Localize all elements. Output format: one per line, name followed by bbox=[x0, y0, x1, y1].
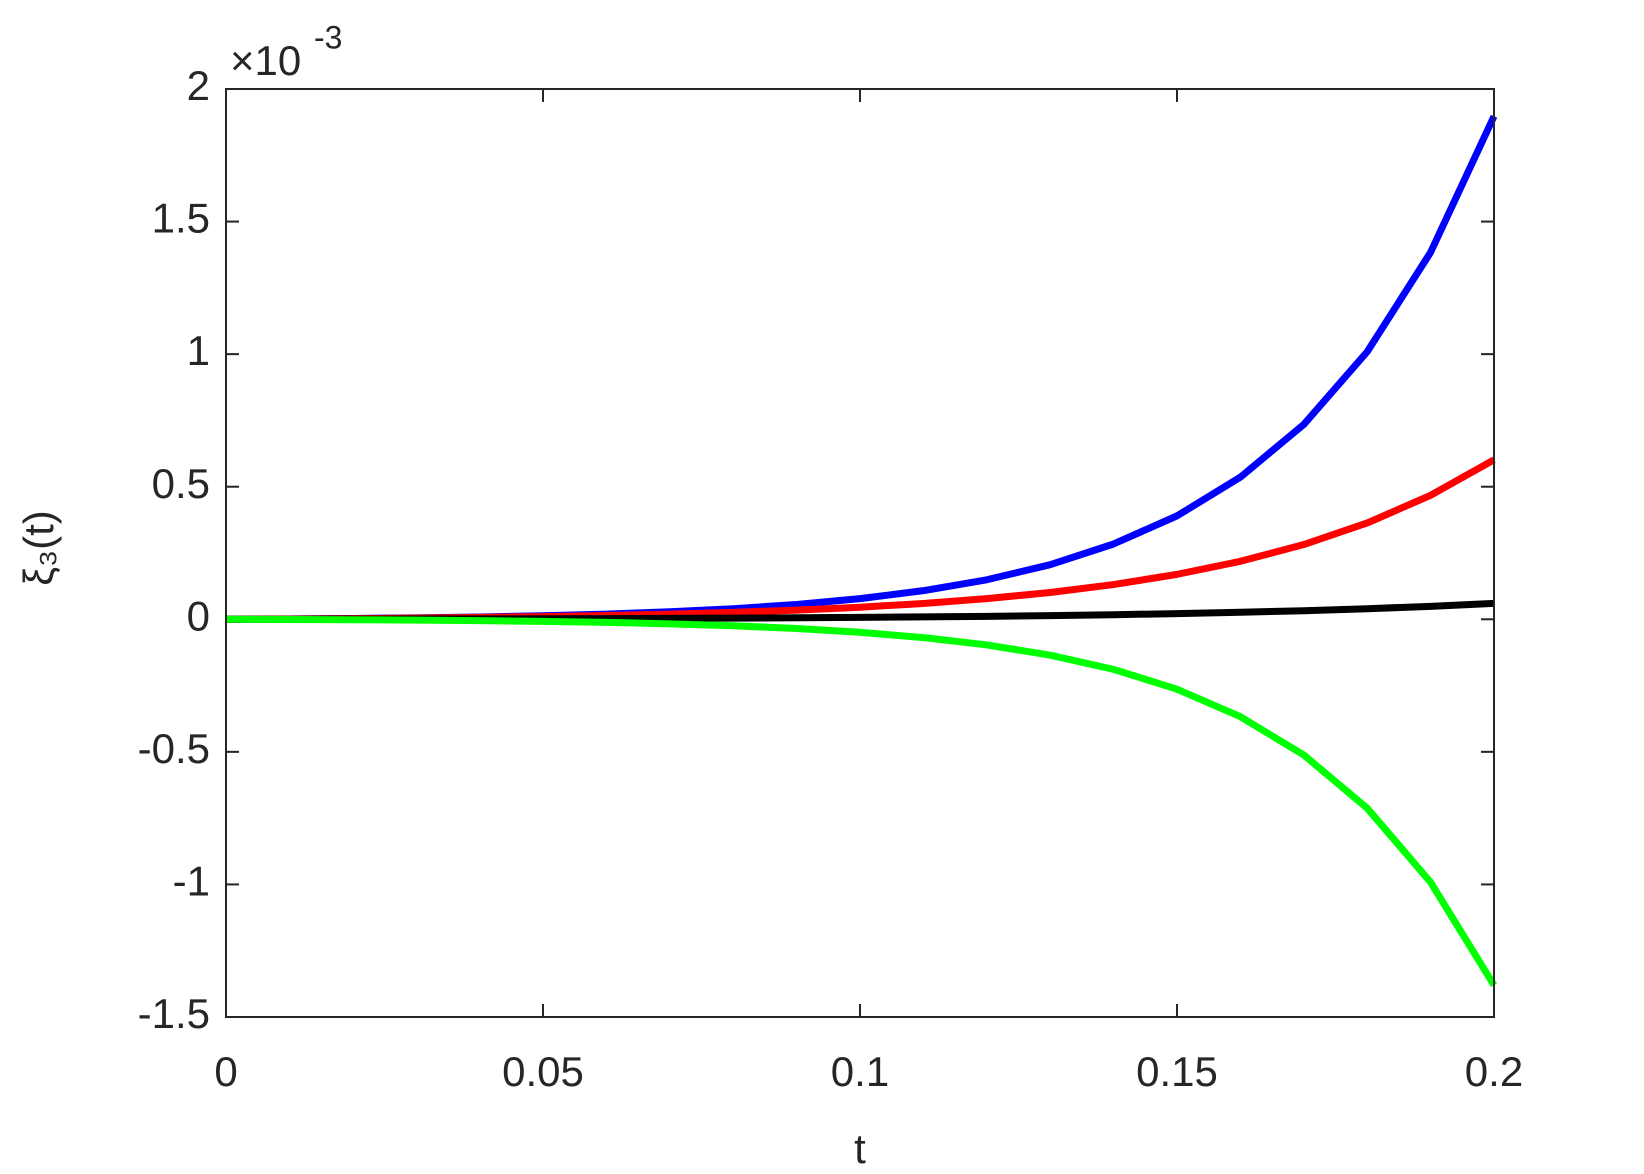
x-tick-label: 0.2 bbox=[1465, 1048, 1523, 1095]
y-tick-label: -1 bbox=[173, 858, 210, 905]
y-tick-label: 0 bbox=[187, 592, 210, 639]
x-tick-label: 0.1 bbox=[831, 1048, 889, 1095]
y-tick-label: -0.5 bbox=[138, 725, 210, 772]
y-axis-label: ξ₃(t) bbox=[15, 510, 62, 586]
x-axis-label: t bbox=[854, 1125, 866, 1172]
y-tick-label: 1 bbox=[187, 327, 210, 374]
y-multiplier-exponent: -3 bbox=[314, 19, 342, 55]
x-tick-label: 0 bbox=[214, 1048, 237, 1095]
data-line bbox=[225, 615, 1497, 988]
y-tick-label: 2 bbox=[187, 62, 210, 109]
y-tick-label: 0.5 bbox=[152, 460, 210, 507]
y-multiplier-base: ×10 bbox=[230, 37, 301, 84]
x-tick-label: 0.05 bbox=[502, 1048, 584, 1095]
y-tick-label: -1.5 bbox=[138, 990, 210, 1037]
x-tick-label: 0.15 bbox=[1136, 1048, 1218, 1095]
plot-frame bbox=[225, 88, 1495, 1018]
y-tick-label: 1.5 bbox=[152, 195, 210, 242]
